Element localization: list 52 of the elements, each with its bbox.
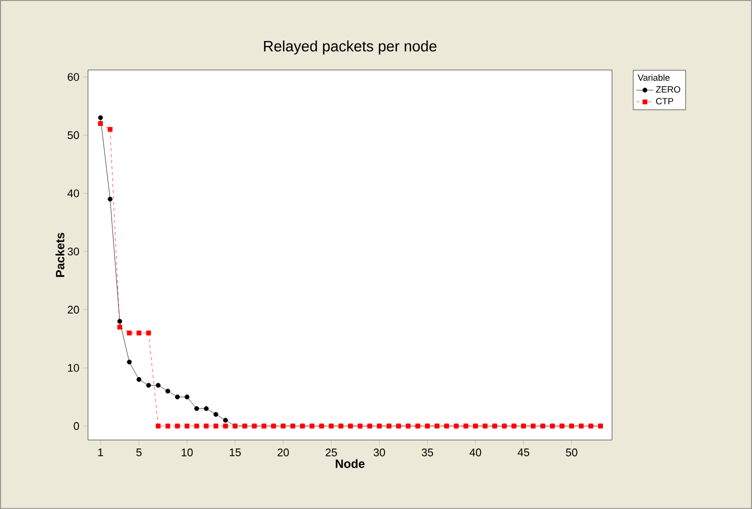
chart-title: Relayed packets per node [264,40,436,54]
point [175,424,180,428]
point [98,121,103,126]
point [204,406,209,411]
point [136,330,142,336]
point [117,324,122,330]
y-tick-label: 40 [67,189,80,198]
point [223,424,228,428]
point [175,394,180,400]
x-tick-label: 5 [136,448,142,456]
legend-label: CTP [656,98,674,104]
x-axis-title: Node [336,459,365,468]
y-tick-label: 60 [68,73,80,81]
y-tick-label: 0 [74,422,80,430]
x-tick-label: 40 [470,448,482,456]
x-tick-label: 45 [518,448,530,456]
y-axis-title: Packets [56,232,64,277]
point [165,424,170,428]
x-tick-label: 20 [278,448,289,456]
point [98,115,103,120]
point [146,330,151,336]
point [146,382,151,388]
point [223,418,228,423]
legend-title: Variable [638,74,670,81]
x-tick-label: 35 [422,448,434,456]
y-tick-label: 10 [68,364,80,372]
point [213,424,218,428]
x-tick-label: 1 [98,448,104,456]
point [117,318,122,324]
y-tick-label: 30 [68,248,80,256]
point [108,196,113,202]
x-tick-label: 25 [326,448,337,456]
point [156,382,161,388]
point [184,424,190,428]
point [213,412,218,417]
point [136,377,142,382]
y-tick-label: 20 [68,306,80,314]
x-tick-label: 10 [182,448,193,456]
x-tick-label: 30 [374,448,386,456]
legend-label: ZERO [656,86,680,93]
point [204,424,209,428]
point [194,424,200,428]
point [156,424,161,428]
point [184,394,190,400]
point [126,360,132,364]
point [126,330,132,336]
point [194,406,200,411]
point [108,126,113,132]
x-tick-label: 50 [566,448,578,456]
point [165,388,170,394]
y-tick-label: 50 [68,131,80,140]
x-tick-label: 15 [230,448,241,456]
